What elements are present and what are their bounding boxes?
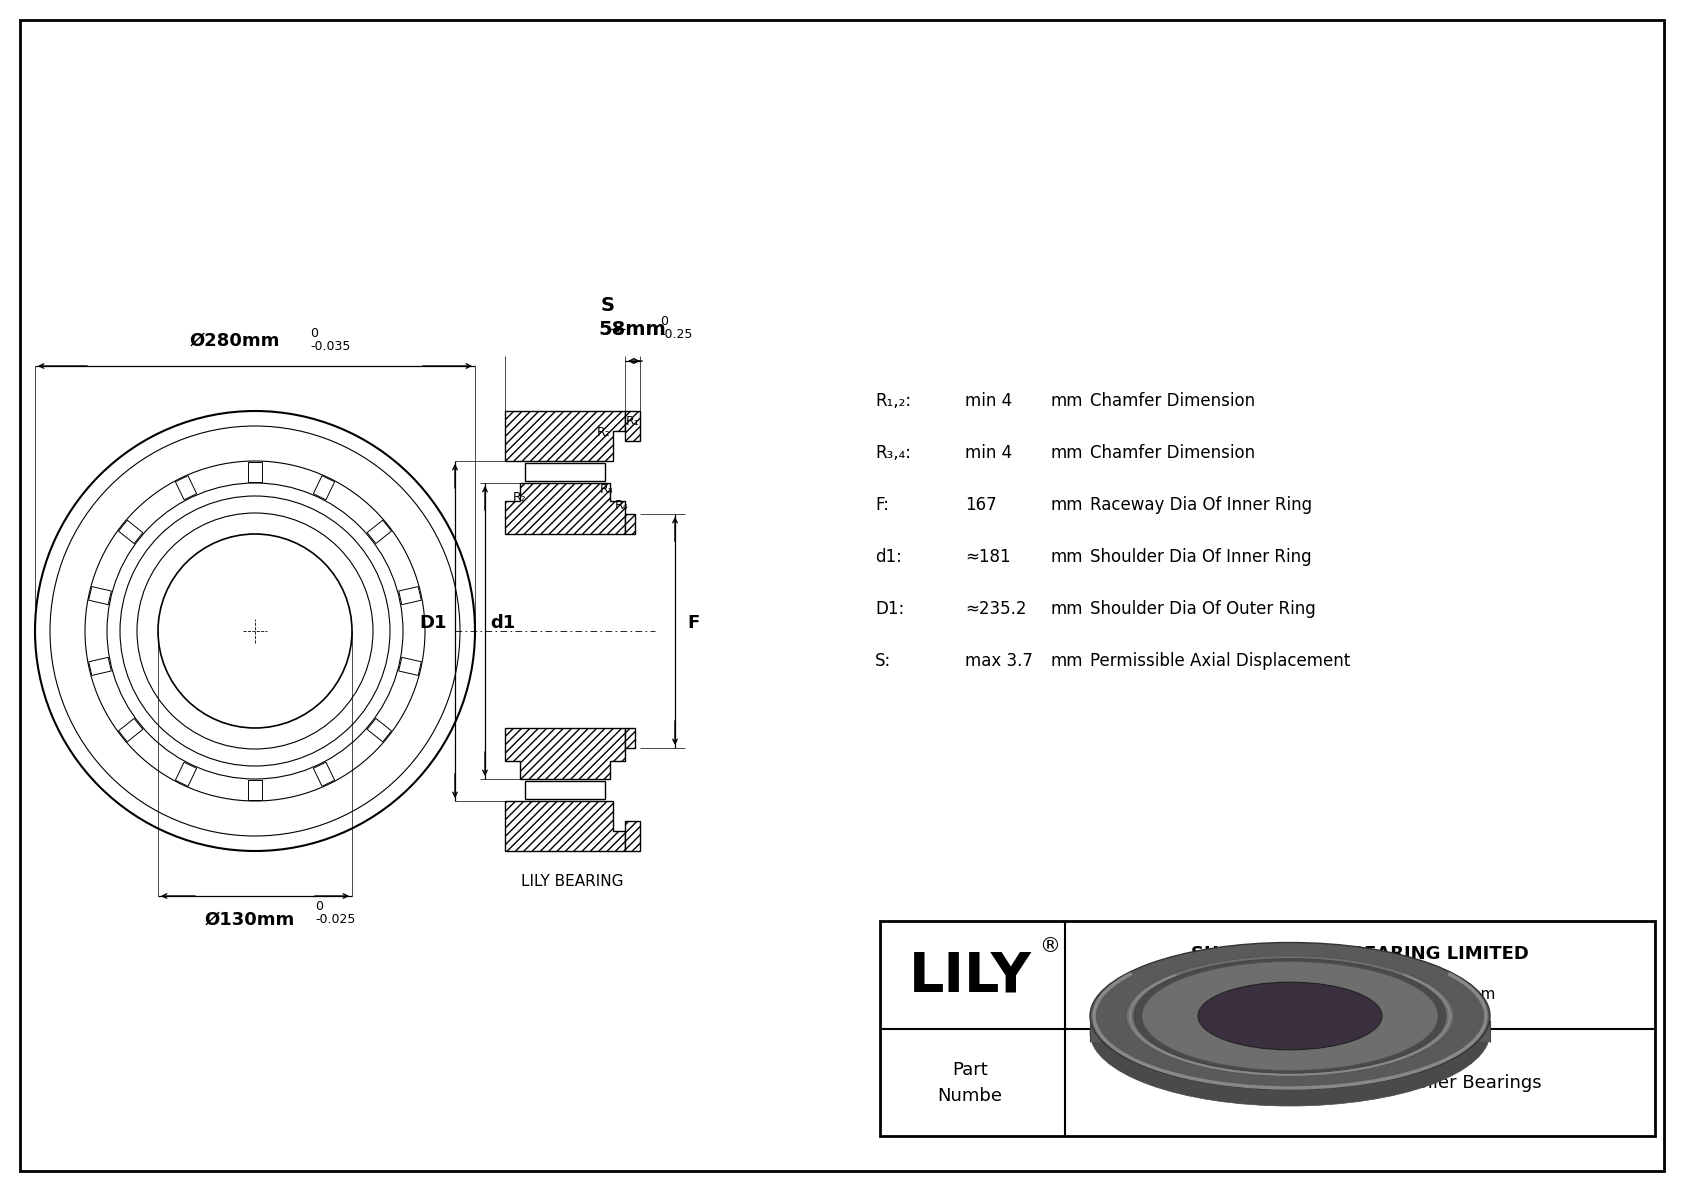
Text: -0.25: -0.25 [660, 328, 692, 341]
Polygon shape [505, 484, 625, 534]
Polygon shape [625, 411, 640, 441]
Ellipse shape [1142, 961, 1438, 1071]
Bar [399, 657, 421, 675]
Polygon shape [625, 821, 640, 852]
Bar [118, 718, 143, 742]
Text: -0.035: -0.035 [310, 339, 350, 353]
Text: Chamfer Dimension: Chamfer Dimension [1090, 392, 1255, 410]
Bar [175, 475, 197, 500]
Text: R₃: R₃ [600, 484, 613, 495]
Text: mm: mm [1051, 392, 1083, 410]
Text: F: F [687, 615, 699, 632]
Text: ®: ® [1039, 936, 1061, 956]
Ellipse shape [1090, 959, 1490, 1106]
Text: min 4: min 4 [965, 444, 1012, 462]
Text: mm: mm [1051, 548, 1083, 566]
Text: Chamfer Dimension: Chamfer Dimension [1090, 444, 1255, 462]
Text: D1: D1 [419, 615, 446, 632]
Text: mm: mm [1051, 600, 1083, 618]
Text: LILY BEARING: LILY BEARING [522, 874, 623, 888]
Text: max 3.7: max 3.7 [965, 651, 1032, 671]
Text: d1:: d1: [876, 548, 903, 566]
Bar [175, 762, 197, 786]
Text: mm: mm [1051, 444, 1083, 462]
Polygon shape [1090, 1019, 1490, 1042]
Bar [367, 520, 391, 543]
Text: 0: 0 [315, 900, 323, 913]
Text: 0: 0 [660, 314, 669, 328]
Polygon shape [625, 728, 635, 748]
Text: ≈235.2: ≈235.2 [965, 600, 1027, 618]
Text: mm: mm [1051, 651, 1083, 671]
Text: D1:: D1: [876, 600, 904, 618]
Text: ≈181: ≈181 [965, 548, 1010, 566]
Bar [881, 921, 1655, 1136]
Bar [248, 462, 263, 482]
Bar [313, 762, 335, 786]
Bar [367, 718, 391, 742]
Text: LILY: LILY [909, 949, 1031, 1003]
Text: 58mm: 58mm [598, 320, 667, 339]
Text: S:: S: [876, 651, 891, 671]
Bar [89, 587, 111, 605]
Text: R₃,₄:: R₃,₄: [876, 444, 911, 462]
Bar [525, 781, 605, 799]
Ellipse shape [1090, 942, 1490, 1090]
Text: 167: 167 [965, 495, 997, 515]
Text: Ø130mm: Ø130mm [205, 911, 295, 929]
Bar [399, 587, 421, 605]
Text: -0.025: -0.025 [315, 913, 355, 925]
Bar [525, 463, 605, 481]
Text: S: S [601, 297, 615, 314]
Text: d1: d1 [490, 615, 515, 632]
Text: Shoulder Dia Of Outer Ring: Shoulder Dia Of Outer Ring [1090, 600, 1315, 618]
Polygon shape [505, 728, 625, 779]
Text: Email: lilybearing@lily-bearing.com: Email: lilybearing@lily-bearing.com [1224, 986, 1495, 1002]
Text: R₄: R₄ [615, 499, 628, 512]
Bar [89, 657, 111, 675]
Text: R₂: R₂ [514, 491, 527, 504]
Text: R₂: R₂ [598, 426, 611, 439]
Bar [118, 520, 143, 543]
Ellipse shape [1197, 983, 1383, 1049]
Text: R₁,₂:: R₁,₂: [876, 392, 911, 410]
Text: Permissible Axial Displacement: Permissible Axial Displacement [1090, 651, 1351, 671]
Bar [248, 780, 263, 800]
Text: Shoulder Dia Of Inner Ring: Shoulder Dia Of Inner Ring [1090, 548, 1312, 566]
Ellipse shape [1133, 959, 1447, 1073]
Text: R₁: R₁ [626, 414, 640, 428]
Text: 0: 0 [310, 328, 318, 339]
Ellipse shape [1127, 955, 1453, 1077]
Polygon shape [625, 515, 635, 534]
Text: Ø280mm: Ø280mm [190, 332, 280, 350]
Text: R₁: R₁ [525, 467, 539, 480]
Polygon shape [505, 411, 625, 461]
Text: SHANGHAI LILY BEARING LIMITED: SHANGHAI LILY BEARING LIMITED [1191, 944, 1529, 964]
Bar [313, 475, 335, 500]
Polygon shape [505, 802, 625, 852]
Text: min 4: min 4 [965, 392, 1012, 410]
Text: NJ 326  ECML Cylindrical Roller Bearings: NJ 326 ECML Cylindrical Roller Bearings [1179, 1074, 1541, 1092]
Text: F:: F: [876, 495, 889, 515]
Text: mm: mm [1051, 495, 1083, 515]
Text: Raceway Dia Of Inner Ring: Raceway Dia Of Inner Ring [1090, 495, 1312, 515]
Text: Part
Numbe: Part Numbe [938, 1061, 1002, 1105]
